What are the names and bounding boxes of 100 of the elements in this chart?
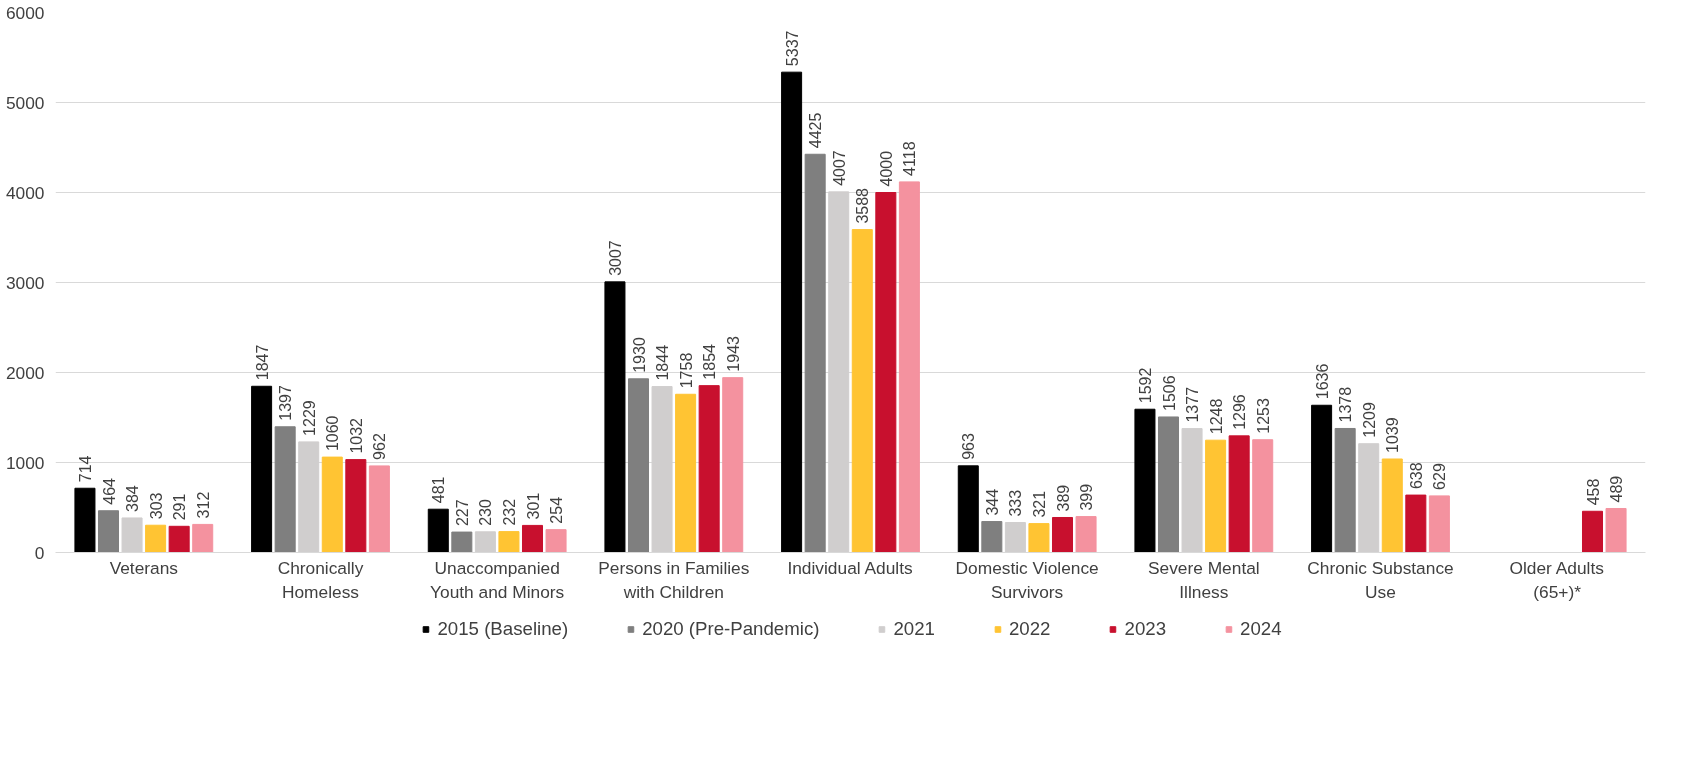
data-label: 1248 [1207,398,1225,435]
bar [192,523,214,553]
data-label: 1039 [1384,417,1402,453]
x-tick-label: Chronically Homeless [277,557,364,602]
data-label: 4007 [830,150,848,186]
bar [1311,404,1333,553]
data-label: 4118 [901,141,919,176]
bar [1075,516,1097,553]
data-label: 1060 [324,415,342,452]
bar [1252,439,1274,553]
x-tick-label: Individual Adults [787,557,913,578]
data-label: 301 [524,492,542,520]
data-label: 1209 [1360,401,1378,438]
bar [604,281,626,553]
data-label: 1930 [630,337,648,373]
bar [345,459,367,553]
bar [251,385,273,553]
data-label: 232 [500,498,518,526]
bar [321,456,343,553]
data-label: 1844 [654,344,672,381]
bar [274,426,296,553]
bar [1605,507,1627,553]
bar [1334,427,1356,553]
data-label: 464 [100,477,118,505]
data-label: 3588 [854,187,872,224]
x-tick-label: Severe Mental Illness [1147,557,1260,602]
x-tick-label: Domestic Violence Survivors [955,557,1099,602]
bar [675,393,697,553]
bar [498,531,520,553]
bar [427,508,449,553]
data-label: 5337 [783,30,801,67]
data-label: 344 [983,488,1001,516]
bar [368,465,390,553]
data-label: 1032 [347,417,365,454]
data-label: 399 [1078,483,1096,511]
bar [74,487,96,553]
bar [875,192,897,553]
bar [981,521,1003,553]
data-label: 963 [960,433,978,460]
bar [1134,408,1156,553]
data-label: 1592 [1136,367,1154,404]
data-label: 4425 [807,112,825,149]
data-label: 312 [194,491,212,519]
legend-label: 2020 (Pre-Pandemic) [642,618,820,640]
bar [1228,435,1250,553]
data-label: 230 [477,499,495,526]
data-label: 333 [1007,489,1025,517]
data-label: 1943 [724,335,742,372]
data-label: 1636 [1313,363,1331,400]
legend-label: 2015 (Baseline) [437,618,569,640]
y-tick-label: 4000 [5,182,45,203]
data-label: 1397 [277,385,295,421]
bar [851,229,873,553]
y-tick-label: 6000 [5,2,45,23]
bar [1381,458,1403,553]
data-label: 1378 [1337,386,1355,423]
bar [1405,494,1427,553]
bar [545,529,567,553]
bar [168,525,190,553]
bar [97,510,120,553]
bar [698,385,720,553]
data-label: 254 [548,496,566,524]
bar [722,377,744,553]
bar [1028,523,1050,553]
bar [1157,416,1180,553]
data-label: 227 [453,499,471,527]
legend-label: 2023 [1124,618,1167,640]
x-tick-label: Persons in Families with Children [598,557,750,602]
data-label: 1229 [300,400,318,436]
data-label: 1253 [1254,398,1272,434]
bar [1428,495,1450,553]
bar [781,71,803,553]
y-tick-label: 0 [34,542,45,563]
data-label: 1377 [1184,386,1202,423]
x-tick-label: Unaccompanied Youth and Minors [430,557,565,602]
data-label: 638 [1407,462,1425,490]
x-tick-label: Veterans [109,557,179,578]
data-label: 629 [1431,463,1449,490]
bar [804,153,826,553]
data-label: 321 [1030,490,1048,518]
data-label: 4000 [877,150,895,187]
bar [1051,516,1074,553]
y-tick-label: 2000 [5,362,45,383]
y-tick-label: 5000 [5,92,45,113]
bar [1581,510,1604,553]
data-label: 384 [124,485,142,512]
y-tick-label: 1000 [5,452,45,473]
x-tick-label: Chronic Substance Use [1307,557,1454,602]
data-label: 1296 [1231,394,1249,430]
bar [521,524,544,553]
bar [1205,439,1227,553]
data-label: 962 [371,433,389,460]
data-label: 714 [76,455,94,483]
data-label: 389 [1054,484,1072,512]
data-label: 1847 [253,344,271,381]
data-label: 303 [147,492,165,520]
y-tick-label: 3000 [5,272,45,293]
bar [898,181,920,553]
x-tick-label: Older Adults (65+)* [1509,557,1605,602]
data-label: 1758 [677,352,695,389]
